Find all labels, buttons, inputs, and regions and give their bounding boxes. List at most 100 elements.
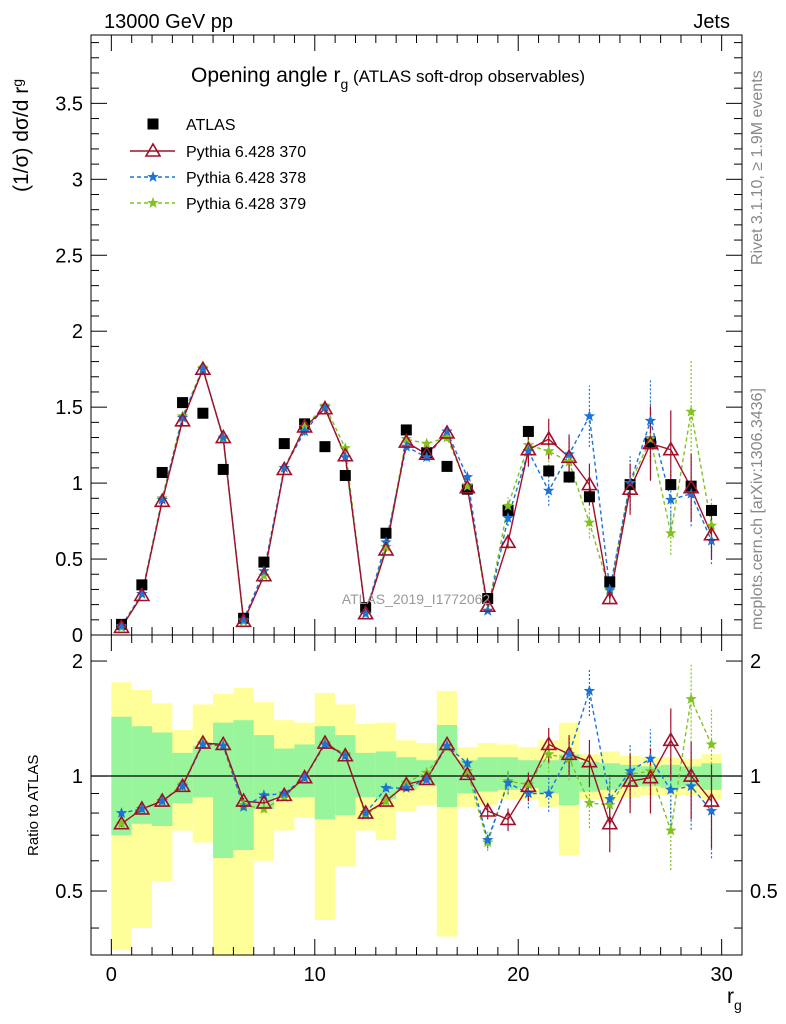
atlas-data-point: [583, 491, 595, 503]
ratio-series-point: [339, 749, 351, 761]
header-left: 13000 GeV pp: [104, 11, 233, 33]
legend-marker: [144, 142, 162, 157]
main-series-point: [115, 619, 128, 631]
ratio-series-point: [359, 807, 372, 818]
main-ytick-label: 1: [72, 473, 83, 495]
ratio-series-point: [502, 776, 514, 788]
ratio-series-point: [665, 783, 677, 795]
ratio-series-point: [662, 731, 680, 747]
ratio-series-point: [217, 739, 229, 751]
main-series-point: [499, 533, 517, 549]
main-series-point: [235, 612, 252, 628]
ratio-series-point: [621, 772, 639, 787]
main-series-point: [540, 430, 558, 445]
ratio-series-point: [499, 810, 517, 826]
main-series-point: [357, 605, 375, 620]
ratio-series-line: [121, 690, 713, 843]
main-series-point: [136, 588, 148, 599]
ratio-xtick-label: 30: [711, 964, 733, 986]
main-series-line: [120, 367, 713, 628]
ratio-series-point: [316, 734, 334, 749]
main-series-point: [174, 412, 191, 427]
ratio-series-point: [705, 738, 718, 750]
main-ylabel: (1/σ) dσ/d rg: [9, 79, 33, 192]
main-series-point: [156, 493, 168, 505]
ratio-series-point: [336, 747, 354, 762]
main-series-point: [522, 439, 535, 450]
main-series-point: [601, 589, 619, 605]
atlas-data-point: [441, 460, 453, 472]
ratio-series-layer: [113, 664, 720, 871]
legend-marker: [147, 197, 159, 208]
main-series-point: [255, 567, 273, 582]
ratio-series-point: [380, 795, 392, 806]
ratio-series-point: [115, 817, 128, 829]
main-series-point: [275, 460, 293, 476]
atlas-data-point: [543, 465, 555, 477]
main-series-point: [214, 428, 232, 444]
main-series-point: [543, 484, 555, 496]
main-series-point: [682, 479, 700, 494]
main-series-point: [278, 461, 290, 473]
ratio-series-point: [624, 765, 636, 776]
main-ytick-label: 1.5: [55, 397, 83, 419]
atlas-data-point: [461, 483, 473, 495]
legend-marker: [147, 118, 159, 130]
ratio-series-point: [581, 753, 598, 768]
ratio-band-inner: [233, 720, 254, 851]
atlas-data-point: [563, 471, 575, 483]
atlas-data-point: [604, 576, 616, 588]
ratio-plot-area: 0.5 0.51 12 20 10 20 30: [55, 634, 778, 986]
main-series-point: [441, 425, 453, 437]
ratio-series-point: [153, 792, 171, 807]
ratio-series-point: [418, 770, 436, 786]
main-series-point: [194, 360, 212, 375]
chart-title-main: Opening angle r: [191, 64, 340, 87]
chart-title-rest: (ATLAS soft-drop observables): [348, 67, 585, 86]
main-series-point: [397, 433, 415, 448]
atlas-data-point: [502, 504, 514, 516]
ratio-series-point: [543, 748, 555, 760]
chart-title: Opening angle rg (ATLAS soft-drop observ…: [191, 64, 585, 92]
ratio-series-point: [377, 792, 395, 807]
ratio-series-point: [136, 803, 148, 814]
ratio-series-point: [665, 824, 677, 836]
main-ytick-label: 0.5: [55, 549, 83, 571]
main-series-point: [522, 445, 535, 457]
main-series-point: [258, 565, 270, 577]
ratio-band-inner: [314, 726, 336, 820]
ratio-series-point: [604, 799, 616, 810]
main-plot-area: 0 0.5 1 1.5 2 2.5 3 3.5: [55, 34, 743, 647]
main-ytick-label: 2.5: [55, 245, 83, 267]
ratio-series-point: [176, 780, 189, 792]
ratio-series-point: [601, 815, 619, 830]
ratio-series-point: [482, 834, 494, 845]
atlas-data-point: [197, 407, 209, 419]
atlas-data-point: [319, 441, 331, 453]
ratio-xlabel-sub: g: [734, 997, 742, 1013]
ratio-series-point: [380, 782, 392, 793]
analysis-watermark: ATLAS_2019_I1772062: [342, 591, 491, 607]
legend-label: Pythia 6.428 379: [186, 196, 306, 213]
main-series-point: [438, 424, 456, 439]
ratio-series-point: [397, 775, 415, 791]
ratio-series-point: [133, 800, 151, 815]
ratio-axes: 0.5 0.51 12 20 10 20 30: [55, 635, 778, 986]
ratio-series-point: [296, 769, 314, 784]
ratio-series-point: [604, 793, 616, 804]
main-series-point: [458, 479, 476, 494]
ratio-ytick-label: 2: [72, 651, 83, 673]
main-series-point: [400, 440, 412, 452]
ratio-band-inner: [396, 757, 417, 790]
atlas-data-point: [705, 504, 717, 516]
ratio-band-inner: [477, 757, 498, 792]
chart-title-sub: g: [340, 76, 348, 92]
ratio-series-point: [461, 765, 474, 776]
ratio-series-point: [583, 685, 596, 696]
main-series-point: [296, 418, 314, 433]
main-series-point: [642, 435, 659, 450]
ratio-xlabel-main: r: [727, 985, 734, 1008]
main-series-point: [298, 425, 311, 437]
ratio-band-inner: [355, 752, 376, 798]
